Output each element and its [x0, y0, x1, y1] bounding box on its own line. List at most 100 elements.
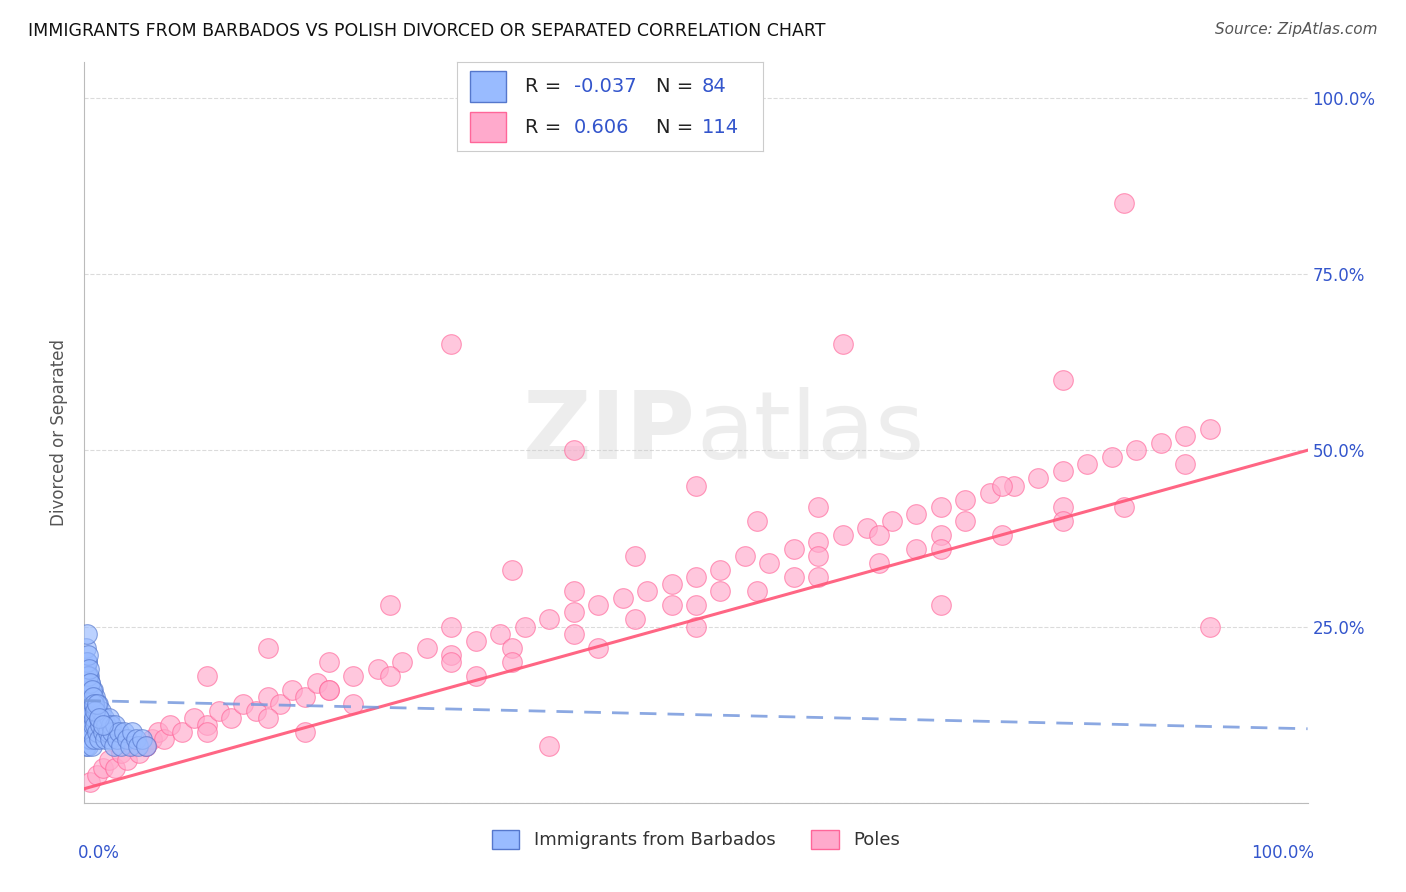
Point — [146, 725, 169, 739]
Point — [93, 711, 115, 725]
Point — [1198, 619, 1220, 633]
Point — [79, 711, 101, 725]
Point — [1076, 458, 1098, 472]
Point — [1002, 478, 1025, 492]
Point — [1198, 422, 1220, 436]
Point — [82, 683, 104, 698]
Point — [367, 662, 389, 676]
Point — [77, 683, 100, 698]
Point — [318, 655, 340, 669]
Point — [979, 485, 1001, 500]
Point — [77, 725, 100, 739]
Point — [104, 760, 127, 774]
Point — [128, 747, 150, 761]
Point — [195, 718, 218, 732]
Point — [661, 577, 683, 591]
Point — [80, 704, 103, 718]
Point — [562, 606, 585, 620]
Point — [1052, 464, 1074, 478]
Point — [685, 478, 707, 492]
Point — [77, 704, 100, 718]
Point — [97, 711, 120, 725]
Point — [513, 619, 536, 633]
Point — [502, 563, 524, 577]
Point — [75, 739, 97, 754]
Point — [82, 718, 104, 732]
Point — [77, 669, 100, 683]
Point — [77, 648, 100, 662]
Point — [86, 767, 108, 781]
Point — [77, 711, 100, 725]
Point — [232, 697, 254, 711]
Point — [245, 704, 267, 718]
Point — [1028, 471, 1050, 485]
Point — [82, 690, 104, 704]
Point — [342, 697, 364, 711]
Point — [118, 739, 141, 754]
Point — [318, 683, 340, 698]
Point — [77, 697, 100, 711]
Point — [84, 690, 107, 704]
Point — [79, 697, 101, 711]
Point — [87, 732, 110, 747]
Point — [281, 683, 304, 698]
Point — [90, 704, 112, 718]
Point — [87, 711, 110, 725]
Point — [624, 549, 647, 563]
Point — [77, 690, 100, 704]
Point — [83, 697, 105, 711]
Point — [562, 626, 585, 640]
Point — [502, 640, 524, 655]
Point — [76, 732, 98, 747]
Point — [115, 732, 138, 747]
Point — [257, 640, 280, 655]
Point — [747, 584, 769, 599]
Point — [391, 655, 413, 669]
Point — [1052, 514, 1074, 528]
Point — [869, 528, 891, 542]
Point — [141, 732, 163, 747]
Point — [76, 669, 98, 683]
Point — [661, 599, 683, 613]
Point — [79, 718, 101, 732]
Point — [1114, 500, 1136, 514]
Point — [636, 584, 658, 599]
Point — [86, 725, 108, 739]
Point — [183, 711, 205, 725]
Point — [1052, 500, 1074, 514]
Point — [77, 669, 100, 683]
Point — [831, 528, 853, 542]
Point — [76, 704, 98, 718]
Point — [125, 732, 148, 747]
Point — [79, 774, 101, 789]
Point — [76, 683, 98, 698]
Point — [464, 669, 486, 683]
Point — [77, 676, 100, 690]
Point — [83, 732, 105, 747]
Point — [75, 640, 97, 655]
Point — [991, 478, 1014, 492]
Point — [172, 725, 194, 739]
Point — [318, 683, 340, 698]
Point — [1174, 458, 1197, 472]
Point — [153, 732, 176, 747]
Point — [84, 704, 107, 718]
Point — [783, 570, 806, 584]
Point — [135, 739, 157, 754]
Point — [89, 718, 111, 732]
Point — [105, 732, 128, 747]
Point — [97, 725, 120, 739]
Point — [76, 711, 98, 725]
Point — [929, 500, 952, 514]
Point — [77, 718, 100, 732]
Point — [440, 337, 463, 351]
Point — [75, 718, 97, 732]
Point — [929, 599, 952, 613]
Point — [612, 591, 634, 606]
Point — [77, 739, 100, 754]
Point — [91, 718, 114, 732]
Point — [1125, 443, 1147, 458]
Point — [1101, 450, 1123, 465]
Point — [77, 683, 100, 698]
Point — [380, 669, 402, 683]
